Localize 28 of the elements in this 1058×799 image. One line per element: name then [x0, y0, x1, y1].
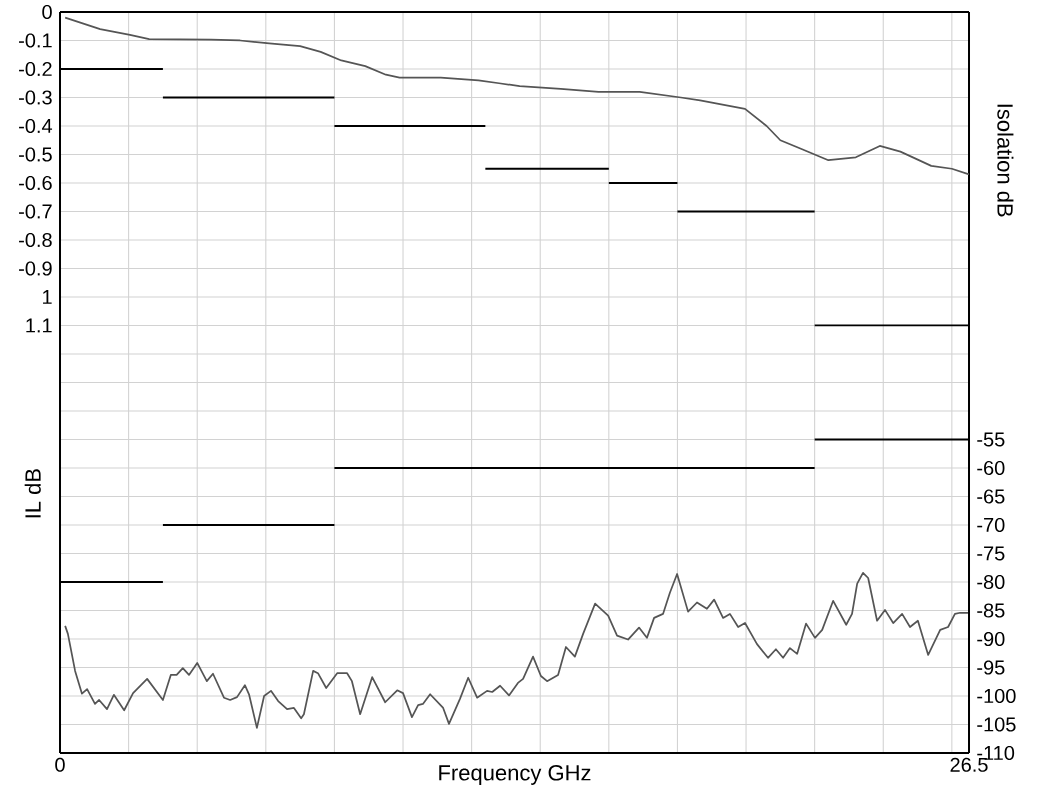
y-axis-title: IL dB: [24, 469, 41, 518]
y2-tick-label: -105: [977, 717, 1016, 732]
y-tick-label: 1: [43, 290, 52, 304]
y-tick-label: -0.9: [19, 261, 52, 276]
x-axis-title: Frequency GHz: [439, 765, 591, 785]
y2-tick-label: -55: [977, 432, 1005, 447]
line-series: [64, 571, 969, 729]
y-tick-label: -0.3: [19, 90, 52, 105]
y2-tick-label: -60: [977, 460, 1005, 476]
y2-tick-label: -70: [977, 517, 1005, 533]
y-tick-label: 0: [42, 4, 52, 20]
y2-tick-label: -75: [977, 546, 1005, 561]
y2-tick-label: -95: [977, 660, 1005, 675]
y-tick-label: -0.1: [19, 33, 52, 48]
y2-axis-title: Isolation dB: [997, 104, 1014, 217]
y-tick-label: -0.6: [19, 175, 52, 191]
y-tick-label: 1.1: [26, 318, 52, 333]
y-tick-label: -0.2: [19, 61, 52, 77]
y2-tick-label: -100: [977, 688, 1016, 704]
y-tick-label: -0.4: [19, 118, 53, 134]
y-tick-label: -0.8: [19, 232, 52, 248]
y-tick-label: -0.7: [19, 204, 52, 219]
y2-tick-label: -85: [977, 603, 1005, 618]
y2-tick-label: -80: [977, 574, 1005, 590]
line-series: [64, 16, 970, 176]
y2-tick-label: -65: [977, 489, 1005, 504]
y-tick-label: -0.5: [19, 147, 52, 162]
y2-tick-label: -90: [977, 631, 1005, 647]
